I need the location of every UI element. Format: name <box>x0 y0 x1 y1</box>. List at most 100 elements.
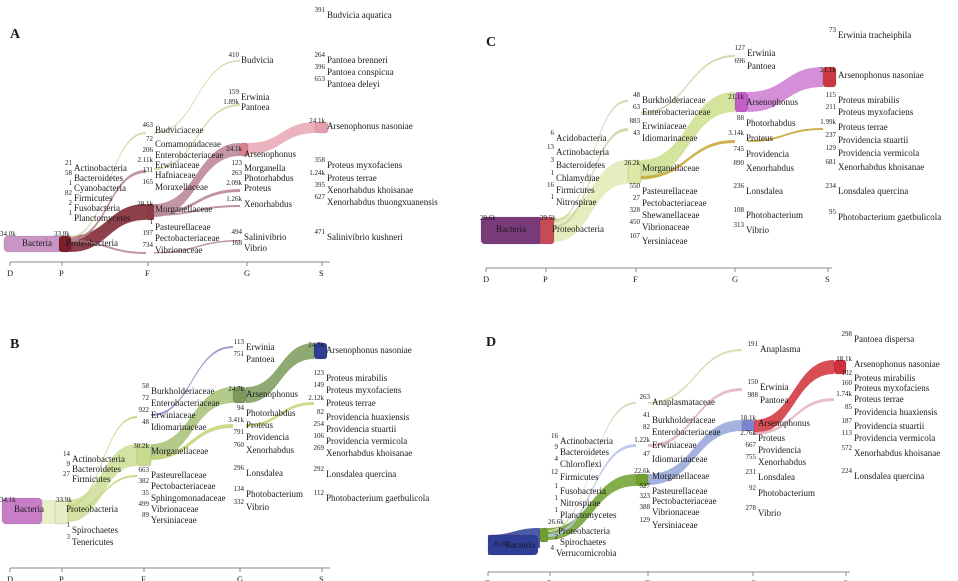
node-label: Lonsdalea quercina <box>838 186 908 196</box>
node-shewanellaceae: 328 Shewanellaceae <box>630 206 700 220</box>
node-burkholderiaceae: 41 Burkholderiaceae <box>643 411 715 425</box>
arsenophonus-nasoniae-node-bar <box>313 342 328 360</box>
flow-ribbon <box>151 346 233 416</box>
node-verrucomicrobia: 4 Verrucomicrobia <box>551 544 617 558</box>
node-label: Providencia stuartii <box>838 135 909 145</box>
flow-ribbon <box>554 160 628 242</box>
node-label: Burkholderiaceae <box>642 95 705 105</box>
node-budvicia-aquatica: 391 Budvicia aquatica <box>315 6 392 20</box>
node-count: 396 <box>315 63 326 71</box>
node-providencia-stuartii: 237 Providencia stuartii <box>826 131 909 145</box>
node-count: 29.5k <box>540 214 556 222</box>
node-count: 6 <box>551 129 555 137</box>
node-label: Proteus terrae <box>327 173 377 183</box>
node-pantoea-dispersa: 298 Pantoea dispersa <box>842 330 915 344</box>
node-count: 30.2k <box>133 442 149 450</box>
node-label: Idiomarinaceae <box>151 422 206 432</box>
node-label: Bacteria <box>14 504 44 514</box>
panel-d: DDPFGS26.9kBacteria26.6kProteobacteria16… <box>485 330 940 581</box>
axis-tick-label: F <box>145 268 150 278</box>
node-proteus-terrae: 2.12k Proteus terrae <box>308 394 375 408</box>
node-label: Photobacterium gaetbulicola <box>326 493 429 503</box>
node-pasteurellaceae: 663 Pasteurellaceae <box>139 466 207 480</box>
flow-ribbon <box>154 143 240 217</box>
node-count: 382 <box>139 477 150 485</box>
node-count: 16 <box>551 432 559 440</box>
node-proteobacteria: 29.5k Proteobacteria <box>540 214 604 234</box>
morganellaceae-node-bar <box>136 443 152 467</box>
axis-tick-label: S <box>825 274 830 284</box>
node-spirochaetes: 2 Spirochaetes <box>555 533 607 547</box>
node-nitrospirae: 1 Nitrospirae <box>551 193 597 207</box>
node-count: 47 <box>643 450 651 458</box>
node-chlamydiae: 1 Chlamydiae <box>551 169 600 183</box>
node-label: Morganellaceae <box>642 163 699 173</box>
node-count: 2.76k <box>740 429 756 437</box>
node-count: 95 <box>829 208 837 216</box>
node-pantoea-deleyi: 653 Pantoea deleyi <box>315 75 381 89</box>
panel-letter: A <box>10 27 21 42</box>
node-count: 1.26k <box>226 195 242 203</box>
node-count: 82 <box>317 408 325 416</box>
node-label: Bacteria <box>22 238 52 248</box>
node-count: 108 <box>734 206 745 214</box>
node-label: Lonsdalea <box>758 472 795 482</box>
node-label: Firmicutes <box>72 474 111 484</box>
panel-letter: D <box>486 335 496 350</box>
node-count: 3 <box>551 156 555 164</box>
node-label: Pectobacteriaceae <box>155 233 219 243</box>
node-count: 106 <box>314 432 325 440</box>
node-label: Erwinia <box>241 92 270 102</box>
node-count: 696 <box>735 57 746 65</box>
node-count: 3.41k <box>228 416 244 424</box>
node-count: 58 <box>65 169 73 177</box>
node-count: 34.1k <box>0 496 16 504</box>
node-label: Providencia huaxiensis <box>326 412 410 422</box>
node-label: Providencia vermicola <box>854 433 935 443</box>
node-morganella: 123 Morganella <box>232 159 286 173</box>
node-label: Proteus <box>758 433 785 443</box>
node-label: Providencia <box>246 432 289 442</box>
flow-ribbon <box>648 349 742 404</box>
node-proteus: 3.41k Proteus <box>228 416 273 430</box>
node-pantoea: 1.89k Pantoea <box>223 98 269 112</box>
node-count: 332 <box>234 498 245 506</box>
node-chloroflexi: 4 Chloroflexi <box>555 455 602 469</box>
node-count: 296 <box>234 464 245 472</box>
flow-ribbon <box>154 240 240 254</box>
node-label: Yersiniaceae <box>642 236 688 246</box>
node-erwiniaceae: 883 Erwiniaceae <box>630 117 687 131</box>
node-label: Vibrionaceae <box>652 507 699 517</box>
node-providencia-huaxiensis: 82 Providencia huaxiensis <box>317 408 410 422</box>
node-arsenophonus: 24.7k Arsenophonus <box>228 385 298 399</box>
node-label: Erwiniaceae <box>155 160 199 170</box>
node-count: 269 <box>314 444 325 452</box>
node-count: 72 <box>146 135 154 143</box>
node-count: 313 <box>734 221 745 229</box>
node-label: Bacteroidetes <box>72 464 121 474</box>
node-count: 21 <box>65 159 73 167</box>
flow-ribbon <box>70 132 146 238</box>
node-label: Idiomarinaceae <box>642 133 697 143</box>
flow-ribbon <box>641 55 735 114</box>
node-count: 89 <box>142 511 150 519</box>
flow-ribbon <box>548 402 636 532</box>
node-label: Arsenophonus nasoniae <box>327 121 413 131</box>
node-pectobacteriaceae: 382 Pectobacteriaceae <box>139 477 216 491</box>
node-acidobacteria: 6 Acidobacteria <box>551 129 607 143</box>
node-count: 115 <box>826 91 837 99</box>
node-erwinia-tracheiphila: 73 Erwinia tracheiphila <box>829 26 911 40</box>
node-count: 18.1k <box>836 355 852 363</box>
node-label: Actinobacteria <box>556 147 609 157</box>
arsenophonus-node-bar <box>741 419 755 432</box>
flow-ribbon <box>154 205 240 216</box>
node-count: 3.14k <box>728 129 744 137</box>
node-proteus-myxofaciens: 358 Proteus myxofaciens <box>315 156 403 170</box>
axis-tick-label: D <box>7 268 13 278</box>
node-label: Planctomycetes <box>74 213 131 223</box>
node-photobacterium: 92 Photobacterium <box>749 484 815 498</box>
node-label: Arsenophonus <box>244 149 296 159</box>
node-count: 328 <box>630 206 641 214</box>
node-lonsdalea-quercina: 224 Lonsdalea quercina <box>842 467 925 481</box>
